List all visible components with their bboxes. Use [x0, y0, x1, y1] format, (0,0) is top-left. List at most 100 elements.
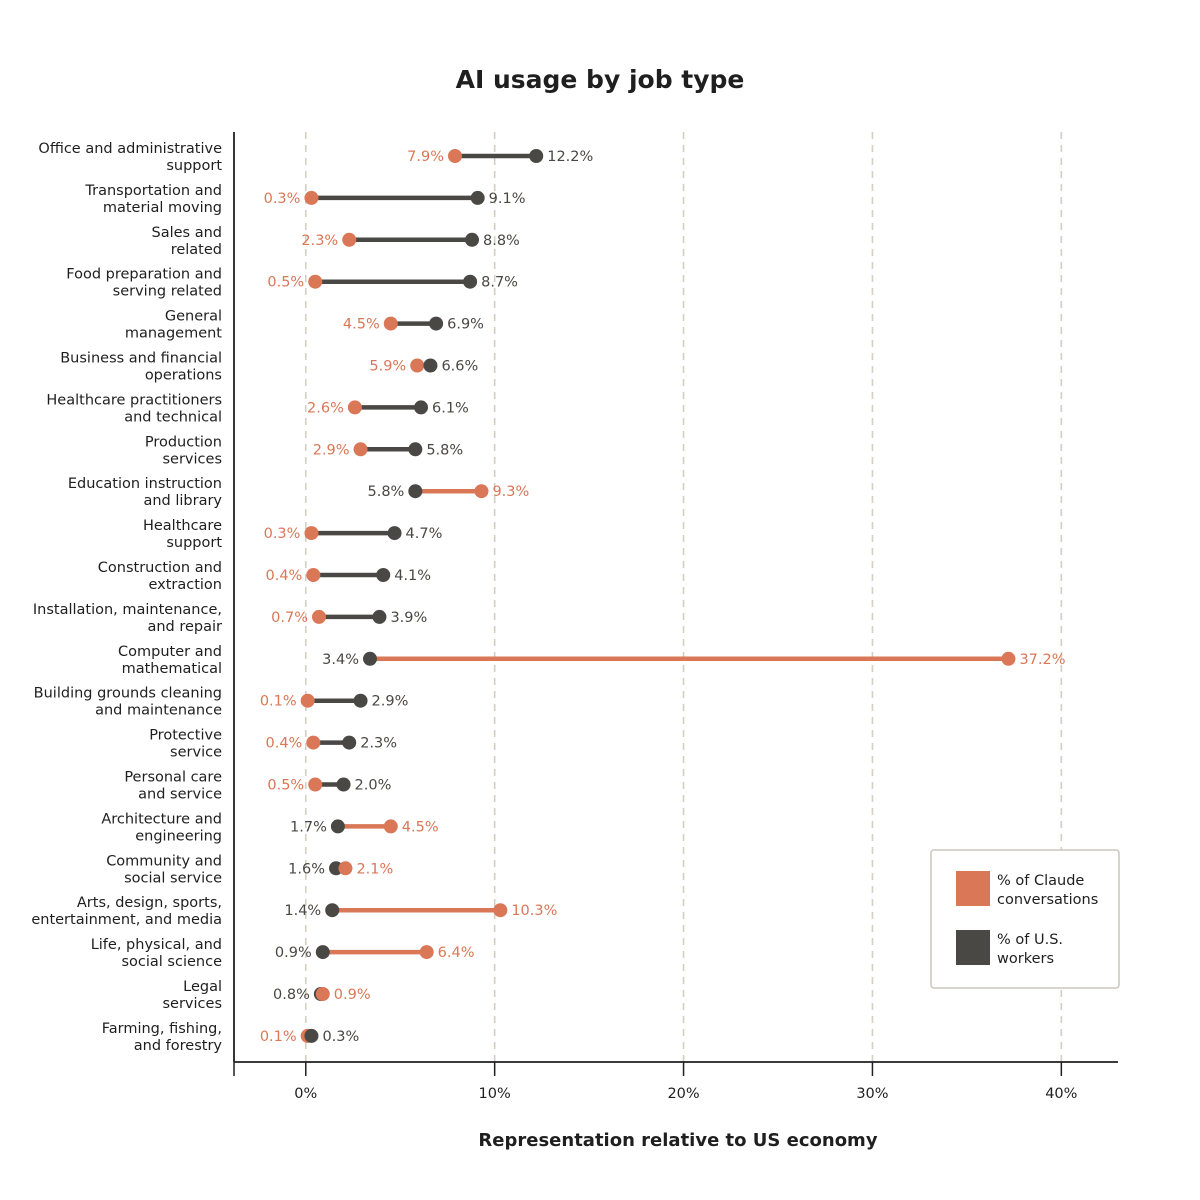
workers-point — [463, 274, 478, 289]
claude-point — [300, 693, 315, 708]
workers-value-label: 2.3% — [360, 736, 397, 752]
x-axis-label: Representation relative to US economy — [478, 1130, 877, 1151]
chart-row: Farming, fishing, and forestry 0.1% 0.3% — [102, 1021, 360, 1054]
workers-point — [315, 945, 330, 960]
claude-value-label: 7.9% — [407, 149, 444, 165]
category-label: Office and administrative support — [38, 141, 222, 174]
claude-point — [347, 400, 362, 415]
workers-value-label: 0.3% — [322, 1029, 359, 1045]
category-label: Installation, maintenance, and repair — [33, 602, 222, 635]
claude-point — [353, 442, 368, 457]
category-label-line: social service — [124, 870, 222, 886]
category-label: General management — [125, 309, 222, 342]
claude-value-label: 0.7% — [271, 610, 308, 626]
claude-point — [1001, 651, 1016, 666]
category-label: Legal services — [163, 979, 223, 1012]
claude-value-label: 2.3% — [301, 233, 338, 249]
claude-point — [410, 358, 425, 373]
claude-point — [304, 190, 319, 205]
category-label-line: and library — [143, 493, 222, 509]
category-label-line: Construction and — [98, 560, 222, 576]
chart-row: Protective service 0.4% 2.3% — [149, 728, 397, 761]
chart-title: AI usage by job type — [456, 65, 745, 94]
category-label: Farming, fishing, and forestry — [102, 1021, 223, 1054]
claude-point — [383, 819, 398, 834]
legend-swatch-claude — [956, 871, 990, 906]
workers-point — [376, 568, 391, 582]
workers-value-label: 6.1% — [432, 400, 469, 416]
claude-value-label: 5.9% — [369, 359, 406, 375]
workers-point — [387, 526, 402, 541]
workers-point — [330, 819, 345, 834]
claude-point — [308, 274, 323, 289]
x-tick-label: 20% — [667, 1086, 699, 1102]
claude-value-label: 2.9% — [313, 442, 350, 458]
legend-label-claude: % of Claude conversations — [997, 873, 1098, 908]
category-label-line: social science — [121, 954, 222, 970]
category-label-line: Production — [145, 434, 222, 450]
chart-row: General management 4.5% 6.9% — [125, 309, 484, 342]
category-label-line: engineering — [135, 828, 222, 844]
chart-row: Business and financial operations 5.9% 6.6% — [60, 351, 478, 384]
legend-label-line: conversations — [997, 892, 1098, 908]
workers-point — [372, 609, 387, 624]
workers-value-label: 12.2% — [547, 149, 593, 165]
workers-value-label: 4.7% — [406, 526, 443, 542]
workers-point — [353, 693, 368, 708]
category-label-line: Building grounds cleaning — [34, 686, 222, 702]
category-label-line: and forestry — [134, 1038, 223, 1054]
category-label-line: management — [125, 326, 222, 342]
chart-row: Education instruction and library 5.8% 9.3% — [68, 476, 529, 509]
legend-label-workers: % of U.S. workers — [997, 932, 1063, 967]
category-label: Education instruction and library — [68, 476, 223, 509]
category-label-line: mathematical — [122, 661, 222, 677]
legend-label-line: % of Claude — [997, 873, 1084, 889]
x-tick-label: 10% — [479, 1086, 511, 1102]
axes: 0% 10% 20% 30% 40% — [233, 132, 1118, 1102]
category-label-line: Healthcare — [143, 518, 222, 534]
chart-row: Transportation and material moving 0.3% 9.1… — [84, 183, 525, 216]
category-label-line: Sales and — [152, 225, 222, 241]
legend-box — [930, 849, 1120, 989]
legend-swatch-workers — [956, 930, 990, 965]
category-label-line: Business and financial — [60, 351, 222, 367]
category-label: Life, physical, and social science — [91, 937, 222, 970]
category-label-line: Office and administrative — [38, 141, 222, 157]
workers-point — [408, 484, 423, 499]
workers-value-label: 4.1% — [394, 568, 431, 584]
category-label-line: services — [163, 451, 223, 467]
workers-value-label: 0.9% — [275, 945, 312, 961]
claude-point — [338, 861, 353, 876]
chart-row: Production services 2.9% 5.8% — [145, 434, 463, 467]
workers-point — [342, 735, 357, 750]
category-label: Production services — [145, 434, 222, 467]
chart-row: Personal care and service 0.5% 2.0% — [124, 770, 391, 803]
category-label: Building grounds cleaning and maintenance — [34, 686, 222, 719]
category-label-line: Farming, fishing, — [102, 1021, 222, 1037]
claude-value-label: 0.1% — [260, 1029, 297, 1045]
claude-value-label: 4.5% — [343, 317, 380, 333]
chart-row: Office and administrative support 7.9% 12.2… — [38, 141, 593, 174]
category-label-line: and repair — [147, 619, 222, 635]
category-label-line: material moving — [103, 200, 222, 216]
workers-point — [414, 400, 428, 415]
claude-value-label: 0.9% — [334, 987, 371, 1003]
workers-point — [465, 232, 479, 247]
category-label-line: Arts, design, sports, — [77, 895, 222, 911]
claude-point — [383, 316, 398, 331]
category-label-line: Computer and — [118, 644, 222, 660]
category-label-line: Protective — [149, 728, 222, 744]
claude-value-label: 0.3% — [264, 191, 301, 207]
claude-point — [474, 484, 489, 499]
claude-value-label: 2.1% — [356, 861, 393, 877]
category-label-line: services — [163, 996, 223, 1012]
category-label-line: and maintenance — [95, 703, 222, 719]
chart-row: Installation, maintenance, and repair 0.7%… — [33, 602, 427, 635]
workers-value-label: 6.6% — [441, 359, 478, 375]
claude-point — [304, 526, 319, 541]
workers-value-label: 1.7% — [290, 819, 327, 835]
category-label-line: and service — [138, 787, 222, 803]
workers-value-label: 3.9% — [390, 610, 427, 626]
workers-value-label: 5.8% — [367, 484, 404, 500]
